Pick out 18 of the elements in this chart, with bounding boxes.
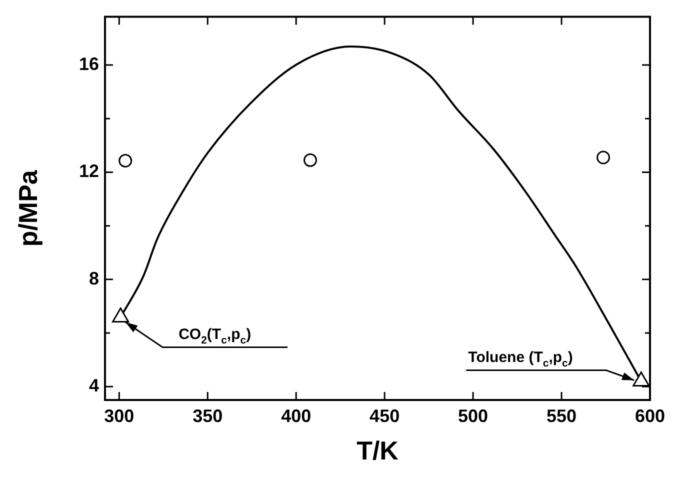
point [596, 150, 610, 164]
y-axis-title: p/MPa [12, 170, 43, 247]
x-tick-label: 600 [634, 406, 666, 426]
y-tick-label: 4 [88, 376, 99, 396]
y-tick-label: 8 [88, 268, 99, 288]
y-tick-label: 16 [78, 54, 99, 74]
x-tick-label: 300 [104, 406, 134, 426]
x-tick-label: 450 [370, 406, 400, 426]
x-tick-label: 350 [192, 406, 223, 426]
point [118, 154, 132, 168]
point [632, 371, 650, 386]
point [304, 153, 318, 167]
x-tick-label: 500 [458, 406, 488, 426]
x-tick-label: 400 [281, 406, 312, 426]
x-tick-label: 550 [546, 406, 577, 426]
x-axis-title: T/K [356, 436, 399, 466]
y-tick-label: 12 [78, 161, 99, 182]
point [112, 307, 130, 322]
